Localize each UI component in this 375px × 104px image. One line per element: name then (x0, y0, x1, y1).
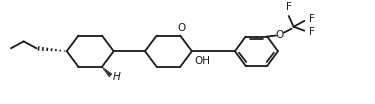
Text: OH: OH (195, 56, 211, 66)
Text: F: F (286, 2, 292, 12)
Text: O: O (177, 23, 185, 33)
Text: F: F (309, 27, 315, 37)
Text: F: F (309, 14, 315, 24)
Text: H: H (113, 72, 120, 82)
Text: O: O (276, 30, 284, 40)
